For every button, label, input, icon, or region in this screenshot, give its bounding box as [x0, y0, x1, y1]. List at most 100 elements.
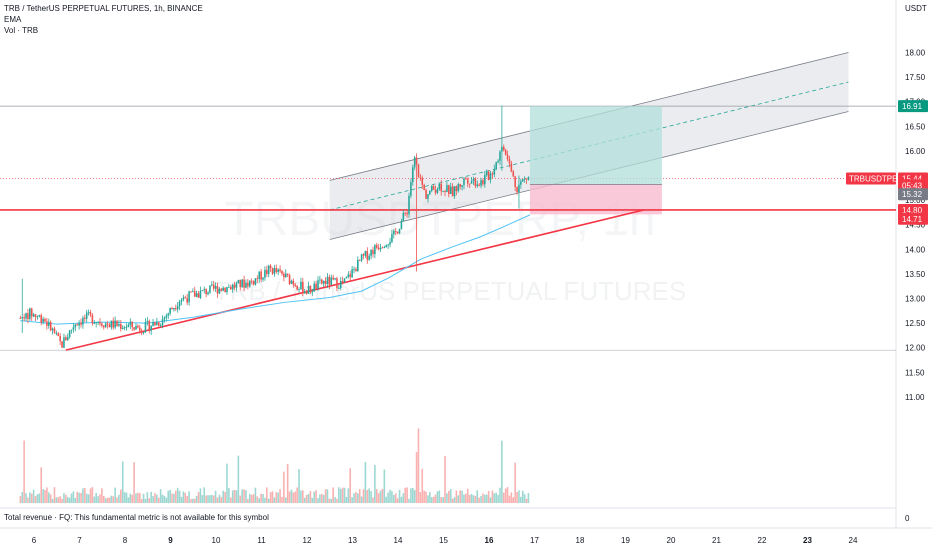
volume-bar: [38, 493, 41, 503]
candle-body: [425, 189, 427, 199]
candle: [298, 287, 300, 293]
candle: [84, 314, 86, 323]
volume-bar: [290, 489, 293, 503]
legend-volume[interactable]: Vol · TRB: [4, 26, 39, 35]
candle: [46, 318, 48, 330]
candle: [184, 295, 187, 299]
candle-body: [286, 273, 289, 276]
candle-body: [190, 291, 192, 293]
volume-bar: [34, 496, 37, 503]
volume-bar: [277, 492, 279, 503]
candle: [203, 286, 206, 294]
candle-body: [298, 289, 300, 291]
candle: [150, 324, 152, 335]
candle-body: [262, 277, 264, 280]
candle-body: [216, 286, 219, 294]
candle-body: [106, 323, 109, 325]
price-tick-label: 11.50: [905, 368, 925, 377]
volume-bar: [283, 471, 285, 503]
candle: [212, 280, 215, 292]
candle-body: [44, 318, 46, 322]
candle-body: [364, 251, 367, 256]
candle-body: [250, 280, 253, 282]
candle-body: [197, 293, 200, 298]
volume-bar: [292, 492, 295, 503]
volume-bar: [247, 498, 249, 503]
candle-body: [21, 317, 24, 319]
candle: [222, 286, 225, 292]
candle: [461, 184, 463, 191]
candle-body: [474, 178, 477, 187]
candle-body: [453, 186, 456, 197]
candle-body: [504, 149, 507, 155]
candle-body: [148, 320, 151, 331]
volume-bar: [222, 490, 225, 503]
price-tag-label: 14.80: [902, 206, 923, 215]
candle: [78, 320, 80, 330]
candle-body: [353, 268, 355, 270]
volume-bar: [144, 498, 147, 503]
candle-body: [465, 178, 467, 180]
volume-bar: [97, 496, 99, 503]
volume-bar: [514, 462, 516, 503]
candle: [349, 270, 352, 281]
candle-body: [260, 271, 262, 280]
candle: [506, 150, 509, 162]
time-axis[interactable]: 6 7 8 9 10 11 12 13 14 15 16 17 18 19 20 21 22 23 24: [32, 536, 858, 545]
candle-body: [173, 308, 175, 310]
candle: [165, 313, 168, 322]
candle: [313, 280, 316, 292]
volume-bar: [76, 491, 79, 503]
candle-body: [284, 273, 287, 278]
candle: [36, 315, 39, 320]
candle-body: [176, 306, 179, 310]
candle-body: [487, 171, 490, 180]
candle: [368, 253, 370, 261]
candle-body: [510, 163, 513, 172]
volume-bar: [421, 468, 424, 503]
candle-body: [326, 276, 329, 284]
volume-bar: [502, 492, 505, 503]
candle-body: [491, 173, 494, 175]
candle: [233, 281, 236, 291]
candle-body: [195, 293, 198, 297]
candle: [190, 291, 192, 293]
legend-ema[interactable]: EMA: [4, 15, 22, 24]
candle-body: [375, 245, 378, 248]
volume-bar: [248, 493, 251, 503]
volume-bar: [520, 496, 522, 503]
volume-bar: [379, 490, 382, 503]
candle: [275, 264, 278, 274]
volume-bar: [317, 498, 319, 503]
candle: [398, 228, 401, 235]
candle-body: [140, 330, 143, 334]
volume-bar: [296, 487, 298, 503]
candle-body: [322, 280, 325, 284]
volume-bar: [51, 498, 54, 503]
candle-body: [328, 276, 331, 285]
price-axis[interactable]: USDT18.0017.5017.0016.5016.0015.5015.001…: [905, 4, 927, 523]
candle-body: [383, 247, 386, 248]
candle: [192, 288, 194, 293]
candle-body: [484, 175, 486, 185]
candle-body: [345, 276, 348, 279]
candle-body: [349, 274, 352, 278]
candle: [423, 183, 425, 191]
candle-body: [313, 283, 316, 292]
candle: [80, 318, 82, 328]
candle: [286, 273, 289, 278]
candle-body: [430, 186, 433, 191]
candle: [497, 159, 499, 164]
volume-bar: [478, 497, 480, 503]
candle: [446, 182, 448, 193]
candle-body: [193, 291, 196, 297]
legend-title[interactable]: TRB / TetherUS PERPETUAL FUTURES, 1h, BI…: [4, 4, 203, 13]
candle: [499, 150, 501, 166]
candle-body: [214, 286, 217, 289]
candle: [448, 184, 450, 198]
price-tick-label: 12.50: [905, 319, 926, 328]
candle: [402, 209, 405, 222]
time-tick-label: 13: [348, 536, 357, 545]
candle: [131, 321, 134, 332]
